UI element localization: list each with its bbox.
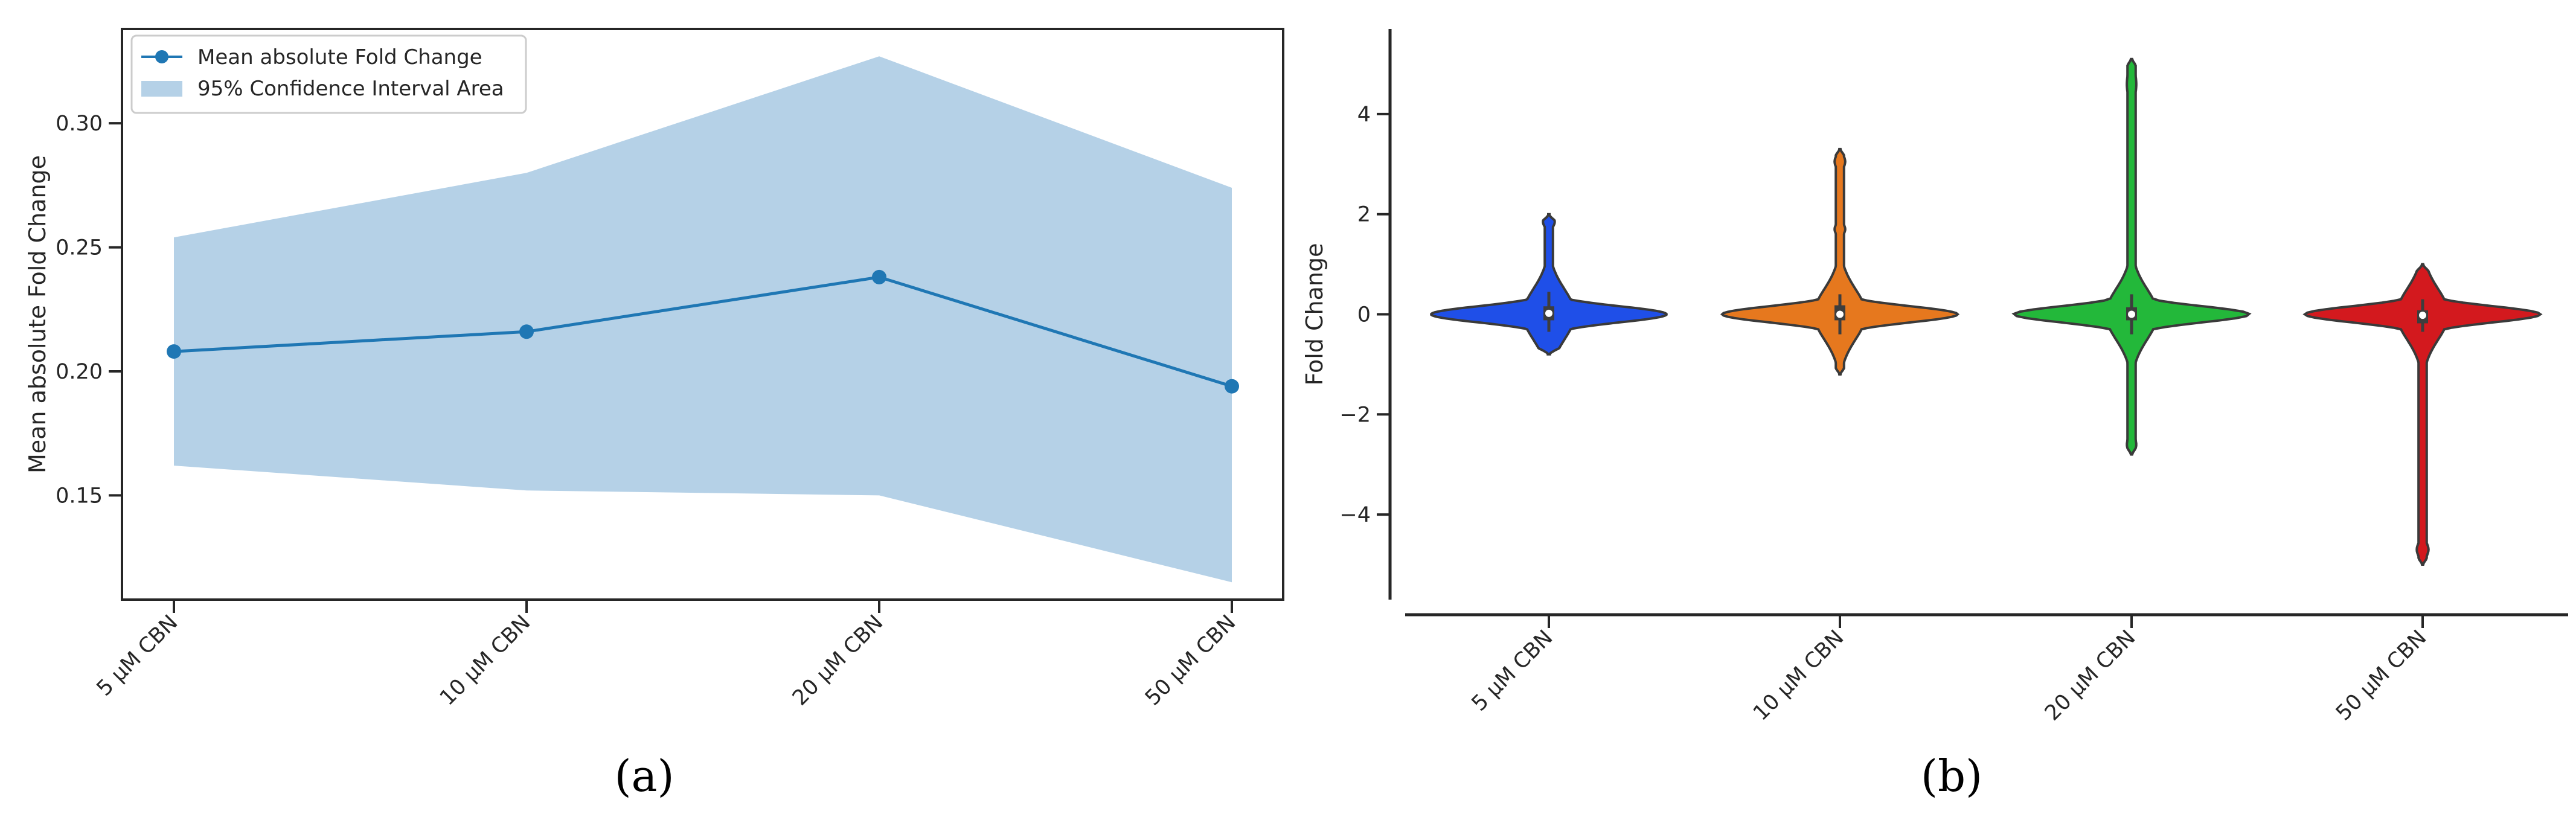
confidence-interval-area [174,56,1232,583]
y-axis-label: Fold Change [1301,243,1328,386]
x-tick-label: 5 µM CBN [92,610,183,701]
x-tick-label: 5 µM CBN [1467,626,1558,716]
y-tick-label: 0.30 [56,112,103,136]
mean-point [872,269,886,284]
legend-marker-swatch [155,50,168,63]
legend-area-swatch [141,81,182,97]
legend-frame [130,34,527,114]
x-axis: 5 µM CBN 10 µM CBN 20 µM CBN 50 µM CBN [92,600,1240,710]
legend-entry-ci: 95% Confidence Interval Area [197,77,504,101]
mean-point [519,324,534,339]
x-tick-label: 10 µM CBN [1749,626,1848,725]
violin-body [2011,57,2252,456]
mean-point [1225,379,1239,394]
violin-median [2419,312,2426,319]
legend-entry-mean: Mean absolute Fold Change [197,45,482,69]
violin-body [2302,263,2543,566]
violin-body [1720,147,1960,376]
plot-frame [121,28,1284,601]
panel-a-line-chart: 0.15 0.20 0.25 0.30 5 µM CBN 10 µM CBN 20 µM … [24,28,1284,801]
violin-body [1430,213,1668,356]
y-tick-label: −2 [1339,403,1371,427]
y-tick-label: 0.15 [56,484,103,508]
mean-line-layer [167,269,1239,394]
panel-label-b: (b) [1921,751,1982,801]
violin-median [2128,310,2135,318]
y-axis-label: Mean absolute Fold Change [24,155,51,473]
violin-median [1545,309,1552,317]
panel-b-violin-chart: −4 −2 0 2 4 5 µM CBN 10 µM CBN 20 µM CBN 50 µM … [1301,29,2568,801]
y-axis: −4 −2 0 2 4 [1339,103,1390,527]
x-tick-label: 20 µM CBN [788,610,888,710]
x-tick-label: 50 µM CBN [2331,626,2431,725]
y-tick-label: 0.20 [56,360,103,384]
confidence-interval-layer [174,56,1232,583]
x-tick-label: 20 µM CBN [2040,626,2140,725]
y-tick-label: 0 [1357,303,1371,327]
x-tick-label: 10 µM CBN [435,610,535,710]
y-tick-label: 2 [1357,203,1371,227]
panel-label-a: (a) [614,751,674,801]
violins-layer [1430,57,2543,566]
y-tick-label: 4 [1357,103,1371,127]
legend: Mean absolute Fold Change 95% Confidence… [130,34,527,114]
mean-point [167,344,181,359]
y-axis: 0.15 0.20 0.25 0.30 [56,112,122,508]
x-tick-label: 50 µM CBN [1141,610,1240,710]
x-axis: 5 µM CBN 10 µM CBN 20 µM CBN 50 µM CBN [1467,615,2431,725]
y-tick-label: 0.25 [56,236,103,260]
y-tick-label: −4 [1339,503,1371,527]
violin-median [1836,310,1844,318]
mean-line [173,275,1232,388]
